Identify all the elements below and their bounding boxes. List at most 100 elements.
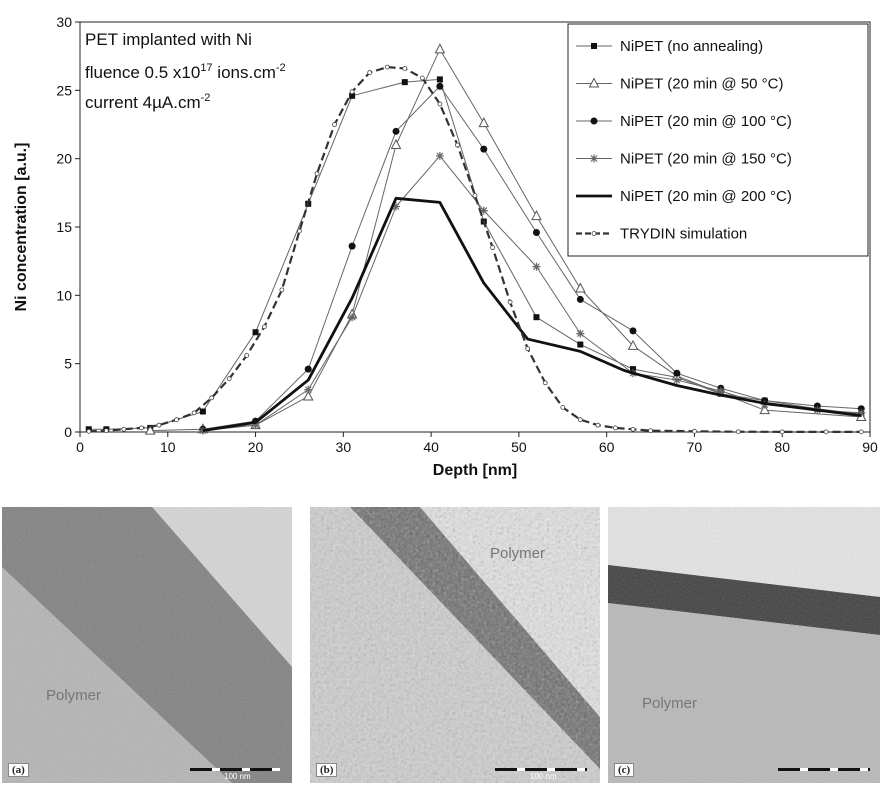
- x-tick-label-1: 10: [160, 439, 176, 455]
- series-5-point-26: [542, 380, 548, 386]
- series-2-point-4: [392, 127, 400, 135]
- series-5-point-8: [226, 376, 232, 382]
- series-2-point-5: [436, 82, 444, 90]
- series-3-point-11: [716, 387, 725, 395]
- annotation-line-3: current 4µA.cm-2: [85, 92, 210, 112]
- series-line-4: [202, 196, 862, 433]
- series-5-point-20: [437, 101, 443, 107]
- series-3-point-14: [857, 408, 866, 417]
- series-5-point-33: [692, 428, 697, 434]
- x-tick-label-7: 70: [687, 439, 703, 455]
- series-5-point-35: [779, 429, 785, 435]
- series-5-point-27: [560, 404, 566, 410]
- series-2-point-3: [348, 242, 356, 250]
- x-axis-label: Depth [nm]: [433, 462, 517, 479]
- scale-text-b: 100 nm: [530, 772, 557, 781]
- series-1-point-5: [390, 138, 402, 149]
- series-5-point-13: [314, 171, 320, 177]
- series-5-point-10: [261, 324, 267, 330]
- panel-letter-b: (b): [316, 763, 338, 777]
- scale-bar-b: [495, 768, 587, 771]
- x-tick-label-3: 30: [336, 439, 352, 455]
- x-tick-label-6: 60: [599, 439, 615, 455]
- series-0-point-4: [252, 329, 259, 336]
- legend-marker-3: [590, 154, 598, 163]
- legend-label-0: NiPET (no annealing): [620, 38, 763, 55]
- scale-bar-c: [778, 768, 870, 771]
- series-5-point-24: [507, 299, 513, 305]
- series-0-point-8: [436, 76, 443, 83]
- legend-label-3: NiPET (20 min @ 150 °C): [620, 151, 792, 168]
- tem-image-b: Polymer (b) 100 nm: [310, 507, 600, 783]
- series-3-point-2: [304, 385, 313, 394]
- legend-label-1: NiPET (20 min @ 50 °C): [620, 76, 784, 93]
- tem-image-c-texture: [608, 507, 880, 783]
- series-1-point-3: [302, 390, 314, 401]
- series-0-point-10: [533, 314, 540, 321]
- y-tick-label-0: 0: [64, 424, 72, 440]
- legend-marker-5: [591, 231, 597, 236]
- series-3-point-4: [392, 202, 400, 211]
- y-axis-label: Ni concentration [a.u.]: [13, 143, 30, 312]
- series-4: [202, 196, 862, 433]
- polymer-label-a: Polymer: [46, 687, 102, 704]
- series-0-point-6: [349, 92, 356, 99]
- series-3-point-5: [435, 151, 444, 160]
- tem-image-a-texture: [2, 507, 292, 783]
- tem-image-a: Polymer (a) 100 nm: [2, 507, 292, 783]
- tem-image-b-texture: [310, 507, 600, 783]
- series-1-point-12: [759, 404, 770, 415]
- series-5-point-36: [823, 429, 829, 435]
- panel-letter-a: (a): [8, 763, 29, 777]
- series-2-point-7: [532, 228, 540, 236]
- legend-box: [567, 23, 869, 257]
- series-2-point-9: [629, 327, 637, 335]
- tem-image-c: Polymer (c): [608, 507, 880, 783]
- polymer-label-b: Polymer: [490, 545, 546, 562]
- series-1-point-8: [531, 209, 542, 221]
- series-5-point-9: [244, 353, 250, 358]
- series-1-point-0: [144, 424, 156, 435]
- series-3-point-1: [251, 421, 260, 430]
- series-5-point-21: [455, 142, 460, 148]
- y-tick-label-6: 30: [56, 14, 72, 30]
- panel-letter-c: (c): [614, 763, 635, 777]
- series-1-point-10: [627, 339, 639, 350]
- series-5-point-7: [209, 395, 215, 401]
- legend-marker-0: [591, 43, 597, 49]
- y-tick-label-2: 10: [56, 287, 72, 303]
- series-5-point-6: [191, 410, 197, 416]
- series-5-point-30: [613, 425, 618, 431]
- scale-text-a: 100 nm: [224, 772, 251, 781]
- series-5-point-5: [174, 417, 179, 423]
- legend-label-4: NiPET (20 min @ 200 °C): [620, 188, 792, 205]
- series-5-point-19: [419, 75, 425, 81]
- series-5-point-28: [577, 417, 583, 423]
- chart-series: [85, 43, 867, 435]
- series-0-point-11: [577, 341, 584, 348]
- annotation-line-1: PET implanted with Ni: [85, 30, 252, 49]
- series-5-point-34: [735, 429, 741, 435]
- x-tick-label-9: 90: [862, 439, 878, 455]
- series-0-point-12: [630, 366, 636, 373]
- legend-marker-1: [588, 77, 600, 88]
- y-tick-label-1: 5: [64, 356, 72, 372]
- series-1-point-7: [478, 117, 490, 128]
- chart-axes: 0 10 20 30 40 50 60 70 80 90 0 5 10 15 20 25 30 Depth [nm…: [13, 14, 878, 479]
- scale-bar-a: [190, 768, 280, 771]
- series-5-point-1: [103, 428, 109, 434]
- series-3-point-7: [532, 262, 541, 271]
- series-2-point-8: [576, 295, 584, 303]
- series-5-point-11: [279, 287, 285, 293]
- series-5-point-23: [490, 245, 495, 250]
- series-5-point-22: [472, 193, 478, 198]
- series-5-point-16: [367, 70, 373, 75]
- series-5: [86, 64, 864, 435]
- legend-label-2: NiPET (20 min @ 100 °C): [620, 113, 792, 130]
- series-5-point-14: [332, 122, 337, 127]
- series-5-point-32: [648, 428, 653, 434]
- legend-label-5: TRYDIN simulation: [620, 226, 747, 243]
- series-0-point-3: [199, 408, 206, 415]
- series-3-point-10: [672, 376, 681, 385]
- series-line-1: [150, 48, 862, 432]
